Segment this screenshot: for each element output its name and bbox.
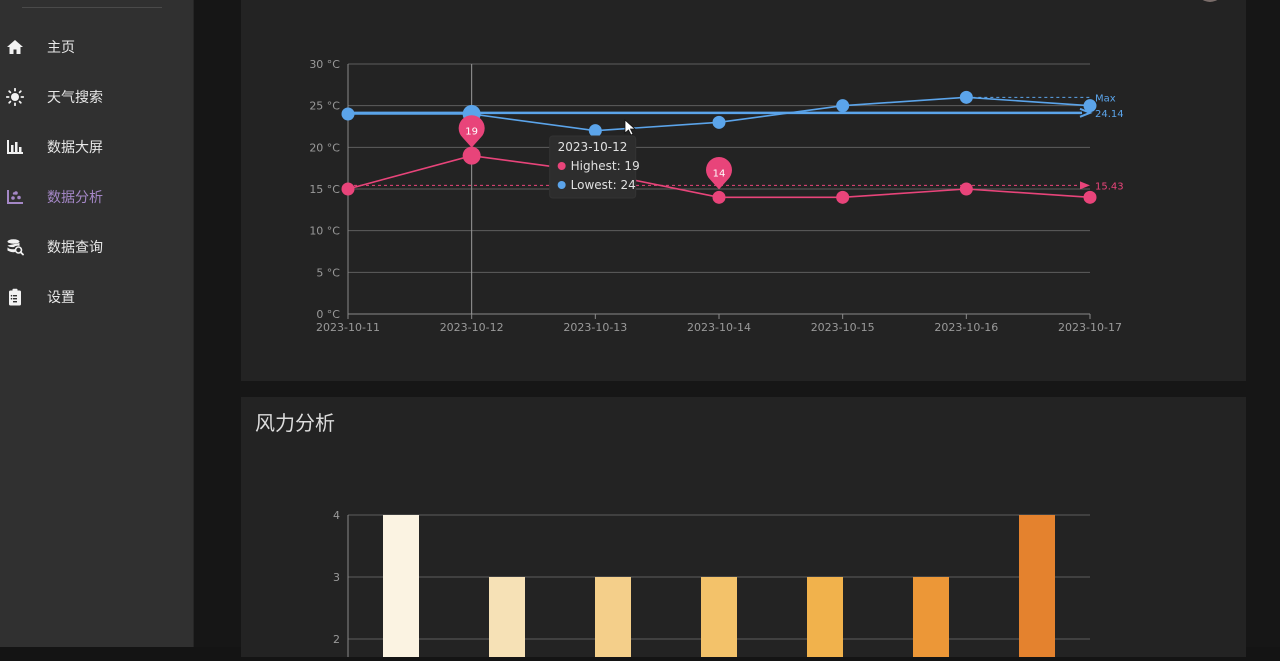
sidebar-item-label: 数据大屏 xyxy=(47,140,103,156)
highest-data-point xyxy=(836,190,850,204)
sidebar-item-label: 主页 xyxy=(47,40,75,56)
y-tick-label: 5 °C xyxy=(316,266,340,279)
sidebar-item-data-analysis[interactable]: 数据分析 xyxy=(0,172,193,222)
sidebar-item-label: 数据查询 xyxy=(47,240,103,256)
sun-icon xyxy=(6,88,24,106)
highest-min-pin xyxy=(706,156,732,190)
lowest-data-point xyxy=(341,107,355,121)
x-tick-label: 2023-10-16 xyxy=(934,321,998,334)
wind-analysis-card: 风力分析 2 3 4 xyxy=(241,397,1246,657)
sidebar-divider xyxy=(22,7,162,8)
x-tick-label: 2023-10-11 xyxy=(316,321,380,334)
x-tick-label: 2023-10-13 xyxy=(563,321,627,334)
wind-bar-chart[interactable]: 2 3 4 xyxy=(241,397,1246,657)
temperature-line-chart[interactable]: 0 °C 5 °C 10 °C 15 °C 20 °C 25 °C 30 °C 2023-10… xyxy=(241,0,1246,381)
tooltip-marker xyxy=(557,162,566,170)
highest-average-arrow xyxy=(1080,181,1090,190)
avatar[interactable] xyxy=(1196,0,1224,2)
y-tick-label: 30 °C xyxy=(309,58,340,71)
sidebar-item-data-query[interactable]: 数据查询 xyxy=(0,222,193,272)
x-tick-label: 2023-10-14 xyxy=(687,321,751,334)
y-tick-label: 10 °C xyxy=(309,225,340,238)
sidebar-item-home[interactable]: 主页 xyxy=(0,22,193,72)
scatter-chart-icon xyxy=(6,188,24,206)
lowest-data-point xyxy=(959,90,973,104)
wind-analysis-title: 风力分析 xyxy=(255,411,335,435)
sidebar-item-label: 天气搜索 xyxy=(47,90,103,106)
y-tick-label: 3 xyxy=(333,571,340,584)
highest-min-pin-label: 14 xyxy=(713,168,726,179)
highest-data-point xyxy=(462,146,481,165)
y-tick-label: 25 °C xyxy=(309,100,340,113)
sidebar-item-weather-search[interactable]: 天气搜索 xyxy=(0,72,193,122)
sidebar-item-data-screen[interactable]: 数据大屏 xyxy=(0,122,193,172)
wind-bar xyxy=(701,577,737,657)
lowest-data-point xyxy=(712,115,726,129)
x-tick-label: 2023-10-15 xyxy=(811,321,875,334)
lowest-data-point xyxy=(836,99,850,113)
highest-data-point xyxy=(1083,190,1097,204)
sidebar-item-label: 设置 xyxy=(47,290,75,306)
highest-data-point xyxy=(712,190,726,204)
highest-data-point xyxy=(959,182,973,196)
database-search-icon xyxy=(6,238,24,256)
sidebar-item-label: 数据分析 xyxy=(47,190,103,206)
temperature-chart-card: 0 °C 5 °C 10 °C 15 °C 20 °C 25 °C 30 °C 2023-10… xyxy=(241,0,1246,381)
tooltip-row: Lowest: 24 xyxy=(571,178,636,192)
lowest-average-label: 24.14 xyxy=(1095,109,1124,120)
tooltip-marker xyxy=(557,181,566,189)
wind-bar xyxy=(1019,515,1055,657)
main-content: 0 °C 5 °C 10 °C 15 °C 20 °C 25 °C 30 °C 2023-10… xyxy=(194,0,1280,657)
y-tick-label: 15 °C xyxy=(309,183,340,196)
tooltip-row: Highest: 19 xyxy=(571,159,640,173)
y-tick-label: 20 °C xyxy=(309,141,340,154)
y-tick-label: 0 °C xyxy=(316,308,340,321)
tooltip-box xyxy=(549,135,637,199)
tooltip-date: 2023-10-12 xyxy=(558,140,628,154)
sidebar-menu: 主页 天气搜索 xyxy=(0,22,193,322)
lowest-average-arrow xyxy=(1079,107,1093,118)
x-tick-label: 2023-10-17 xyxy=(1058,321,1122,334)
wind-bar xyxy=(489,577,525,657)
highest-data-point xyxy=(341,182,355,196)
x-tick-label: 2023-10-12 xyxy=(440,321,504,334)
highest-max-pin-label: 19 xyxy=(465,127,478,138)
clipboard-icon xyxy=(6,288,24,306)
y-tick-label: 2 xyxy=(333,633,340,646)
sidebar: 主页 天气搜索 xyxy=(0,0,194,647)
highest-average-label: 15.43 xyxy=(1095,181,1124,192)
wind-bar xyxy=(807,577,843,657)
wind-bar xyxy=(595,577,631,657)
sidebar-item-settings[interactable]: 设置 xyxy=(0,272,193,322)
mouse-cursor-icon xyxy=(624,119,637,136)
home-icon xyxy=(6,38,24,56)
wind-bar xyxy=(383,515,419,657)
highest-max-pin xyxy=(458,115,485,148)
bar-chart-icon xyxy=(6,138,24,156)
lowest-data-point xyxy=(588,124,602,138)
lowest-max-label: Max xyxy=(1095,93,1116,104)
y-tick-label: 4 xyxy=(333,509,340,522)
wind-bar xyxy=(913,577,949,657)
lowest-data-point xyxy=(1083,99,1097,113)
